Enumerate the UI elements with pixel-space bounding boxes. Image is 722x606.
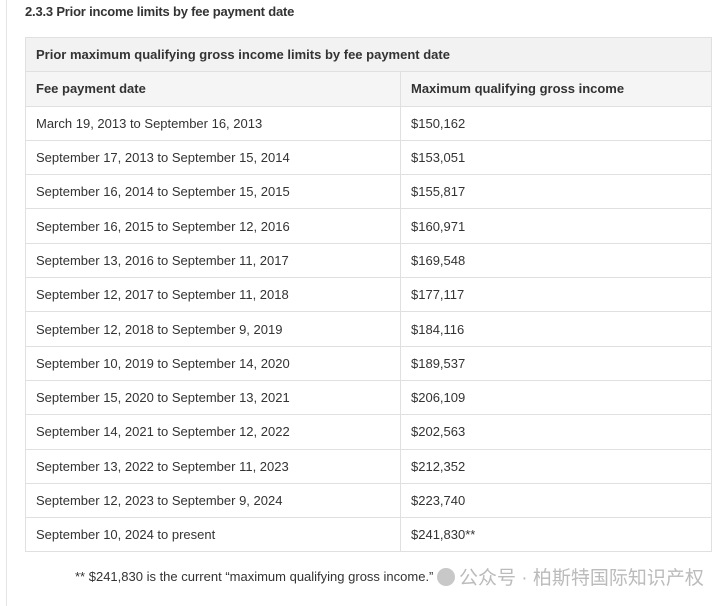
fee-payment-date-cell: September 12, 2018 to September 9, 2019	[25, 311, 401, 347]
max-income-cell: $155,817	[400, 174, 712, 210]
table-row: March 19, 2013 to September 16, 2013 $150…	[25, 105, 712, 141]
fee-payment-date-cell: September 10, 2024 to present	[25, 517, 401, 553]
table-row: September 15, 2020 to September 13, 2021…	[25, 379, 712, 416]
column-header-date: Fee payment date	[25, 71, 401, 107]
table-row: September 16, 2014 to September 15, 2015…	[25, 174, 712, 210]
max-income-cell: $241,830**	[400, 517, 712, 553]
fee-payment-date-cell: September 12, 2017 to September 11, 2018	[25, 277, 401, 313]
table-row: September 10, 2019 to September 14, 2020…	[25, 345, 712, 381]
income-limits-table: Prior maximum qualifying gross income li…	[25, 36, 712, 553]
fee-payment-date-cell: September 17, 2013 to September 15, 2014	[25, 139, 401, 176]
wechat-icon	[437, 567, 455, 586]
fee-payment-date-cell: September 14, 2021 to September 12, 2022	[25, 414, 401, 450]
fee-payment-date-cell: September 13, 2022 to September 11, 2023	[25, 448, 401, 484]
table-row: September 12, 2023 to September 9, 2024 $…	[25, 482, 712, 519]
fee-payment-date-cell: September 12, 2023 to September 9, 2024	[25, 482, 401, 519]
max-income-cell: $169,548	[400, 242, 712, 279]
max-income-cell: $150,162	[400, 105, 712, 141]
max-income-cell: $202,563	[400, 414, 712, 450]
fee-payment-date-cell: March 19, 2013 to September 16, 2013	[25, 105, 401, 141]
max-income-cell: $212,352	[400, 448, 712, 484]
fee-payment-date-cell: September 16, 2015 to September 12, 2016	[25, 208, 401, 244]
table-row: September 12, 2017 to September 11, 2018…	[25, 277, 712, 313]
left-border	[6, 0, 7, 606]
table-row: September 13, 2016 to September 11, 2017…	[25, 242, 712, 279]
table-row: September 13, 2022 to September 11, 2023…	[25, 448, 712, 484]
table-row: September 10, 2024 to present $241,830**	[25, 517, 712, 553]
watermark: 公众号 · 柏斯特国际知识产权	[437, 563, 704, 590]
max-income-cell: $160,971	[400, 208, 712, 244]
fee-payment-date-cell: September 15, 2020 to September 13, 2021	[25, 379, 401, 416]
fee-payment-date-cell: September 13, 2016 to September 11, 2017	[25, 242, 401, 279]
watermark-text: 公众号 · 柏斯特国际知识产权	[459, 568, 704, 589]
table-row: September 12, 2018 to September 9, 2019 $…	[25, 311, 712, 347]
max-income-cell: $177,117	[400, 277, 712, 313]
fee-payment-date-cell: September 10, 2019 to September 14, 2020	[25, 345, 401, 381]
column-header-income: Maximum qualifying gross income	[400, 71, 712, 107]
fee-payment-date-cell: September 16, 2014 to September 15, 2015	[25, 174, 401, 210]
table-caption: Prior maximum qualifying gross income li…	[25, 36, 712, 73]
max-income-cell: $206,109	[400, 379, 712, 416]
max-income-cell: $153,051	[400, 139, 712, 176]
max-income-cell: $184,116	[400, 311, 712, 347]
max-income-cell: $189,537	[400, 345, 712, 381]
table-row: September 16, 2015 to September 12, 2016…	[25, 208, 712, 244]
max-income-cell: $223,740	[400, 482, 712, 519]
table-row: September 14, 2021 to September 12, 2022…	[25, 414, 712, 450]
footnote: ** $241,830 is the current “maximum qual…	[75, 569, 434, 584]
section-title: 2.3.3 Prior income limits by fee payment…	[25, 4, 295, 19]
table-row: September 17, 2013 to September 15, 2014…	[25, 139, 712, 176]
